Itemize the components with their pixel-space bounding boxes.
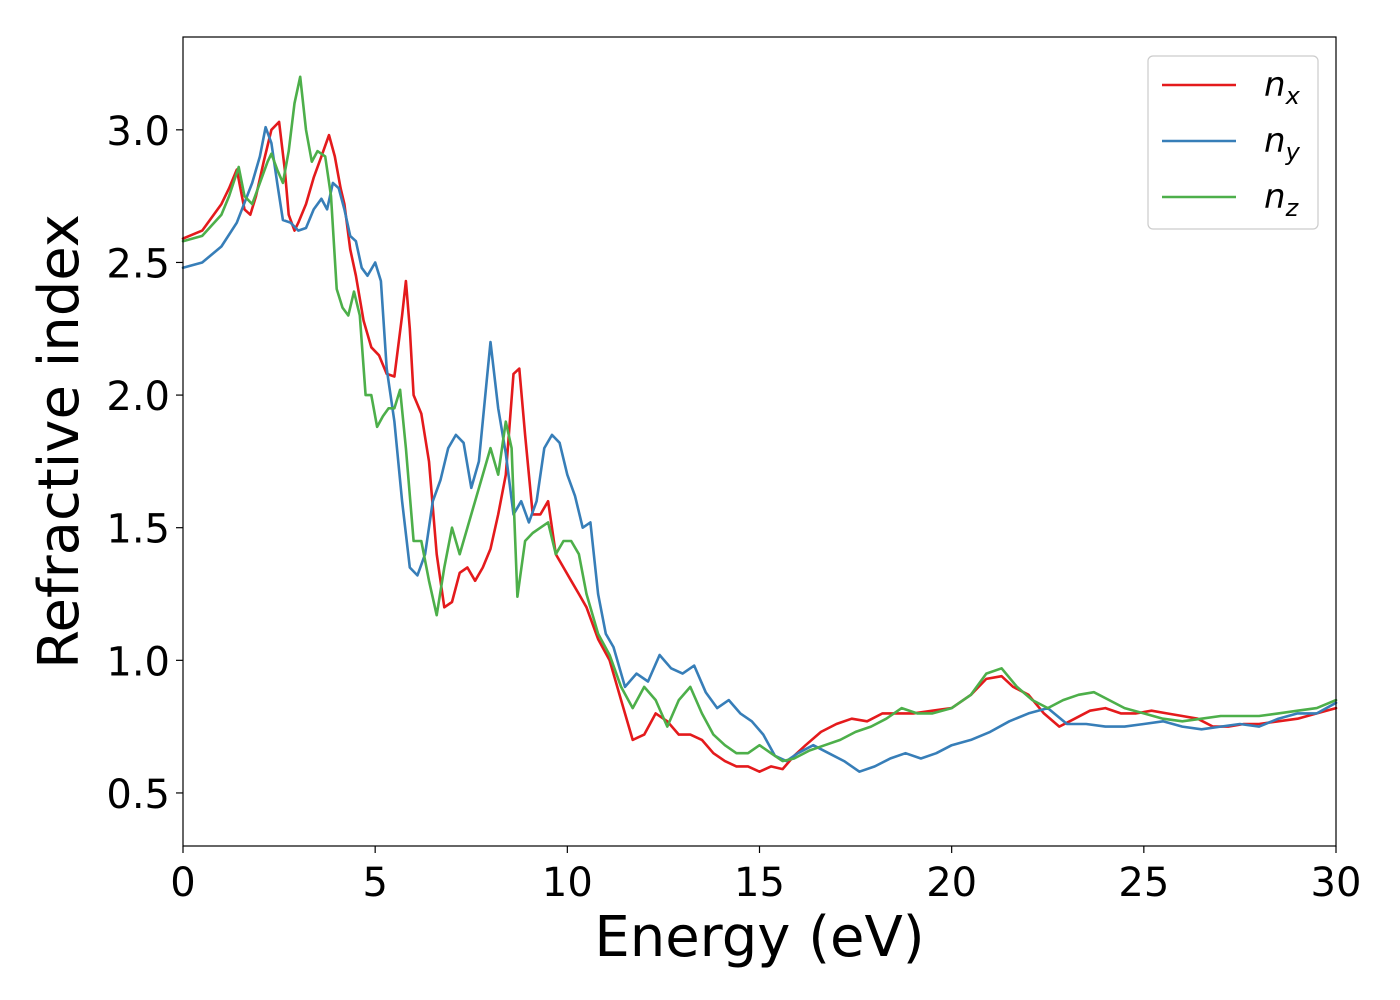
x-tick-label: 30	[1311, 860, 1362, 906]
y-tick-label: 2.5	[106, 241, 170, 287]
x-tick-label: 15	[734, 860, 785, 906]
y-axis: 0.5 1.0 1.5 2.0 2.5 3.0	[106, 109, 183, 818]
x-tick-label: 25	[1118, 860, 1169, 906]
y-axis-label: Refractive index	[27, 214, 92, 669]
y-tick-label: 2.0	[106, 374, 170, 420]
x-tick-label: 20	[926, 860, 977, 906]
y-tick-label: 0.5	[106, 772, 170, 818]
legend-box	[1147, 55, 1319, 230]
y-tick-label: 1.0	[106, 639, 170, 685]
legend-label-x: nx	[1264, 65, 1301, 110]
x-tick-label: 5	[362, 860, 387, 906]
x-axis-label: Energy (eV)	[594, 905, 924, 970]
legend-label-z: nz	[1264, 177, 1300, 222]
x-tick-label: 10	[542, 860, 593, 906]
series-line-z	[181, 75, 1338, 763]
y-tick-label: 3.0	[106, 109, 170, 155]
x-tick-label: 0	[170, 860, 195, 906]
series-line-y	[181, 125, 1338, 774]
y-tick-label: 1.5	[106, 507, 170, 553]
legend-label-y: ny	[1264, 121, 1301, 166]
series-line-x	[181, 120, 1338, 774]
x-axis: 0 5 10 15 20 25 30	[170, 846, 1361, 906]
series-lines	[181, 75, 1338, 774]
legend: nx ny nz	[1147, 55, 1319, 230]
